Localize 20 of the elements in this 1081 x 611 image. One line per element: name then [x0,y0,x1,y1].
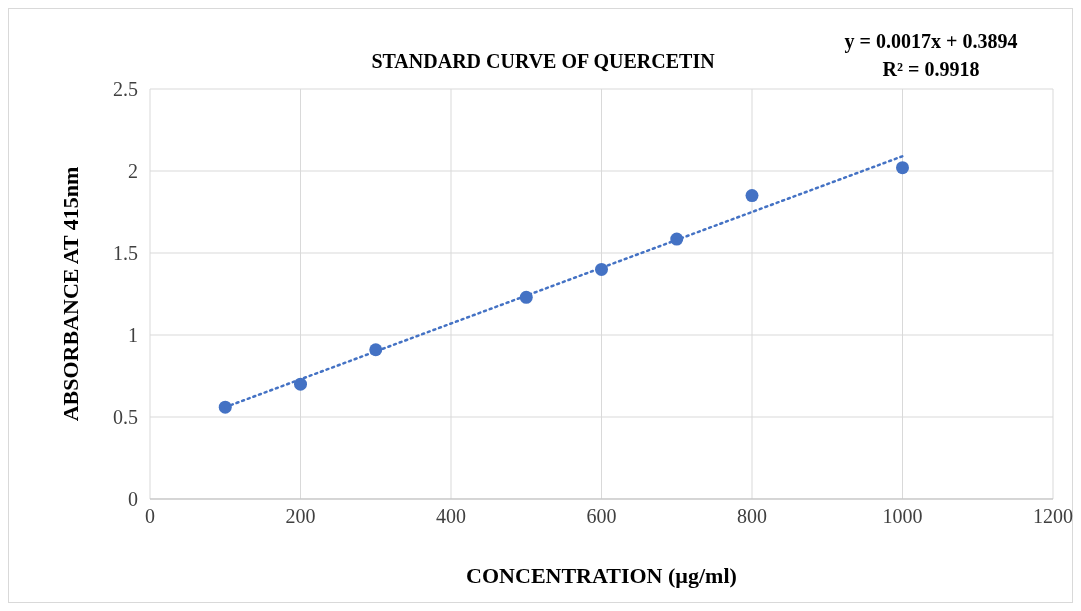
x-tick-label: 400 [436,505,466,527]
y-tick-label: 1 [128,324,138,346]
y-tick-label: 1.5 [113,242,138,264]
point [896,161,909,175]
x-axis-title: CONCENTRATION (µg/ml) [466,563,737,588]
x-tick-label: 800 [737,505,767,527]
chart-title: STANDARD CURVE OF QUERCETIN [371,50,716,72]
y-axis-title: ABSORBANCE AT 415nm [58,166,83,422]
text: y = 0.0017x + 0.3894 [844,30,1018,53]
y-tick-label: 0.5 [113,406,138,428]
x-tick-label: 1000 [882,505,923,527]
x-tick-label: 200 [285,505,316,527]
y-tick-label: 2 [128,160,138,182]
x-tick-label: 1200 [1033,505,1073,527]
y-tick-label: 2.5 [113,78,138,100]
x-tick-label: 600 [586,505,617,527]
y-tick-label: 0 [128,488,138,510]
x-tick-label: 0 [145,505,155,527]
point [745,189,759,203]
text: R² = 0.9918 [882,58,980,80]
